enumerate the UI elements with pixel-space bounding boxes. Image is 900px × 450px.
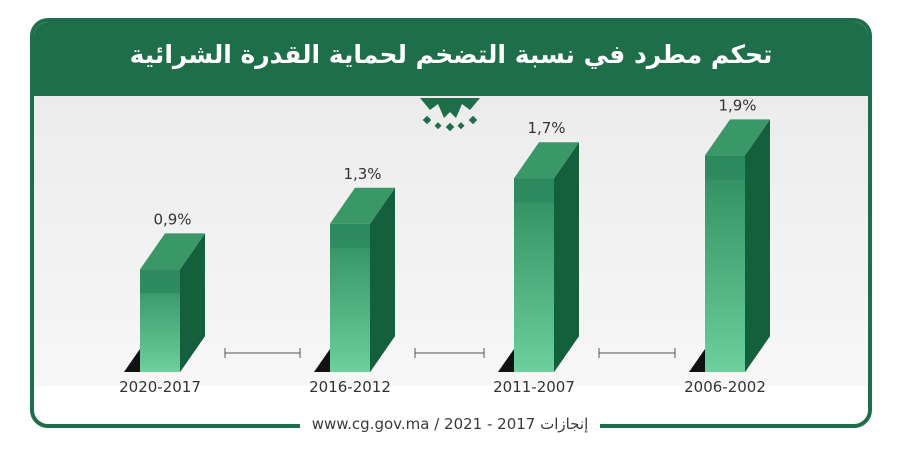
category-label: 2020-2017 [119,378,201,396]
bar-2006-2002 [689,119,770,373]
bar-front-band [705,155,745,180]
footer-text: www.cg.gov.ma / 2021 - 2017 إنجازات [299,415,601,433]
bar-front-band [514,178,554,203]
category-label: 2006-2002 [684,378,766,396]
bar-side [370,187,395,372]
value-label: 0,9% [153,210,191,228]
footer: www.cg.gov.ma / 2021 - 2017 إنجازات [0,414,900,433]
bar-2016-2012 [314,187,395,372]
category-label: 2016-2012 [309,378,391,396]
bar-side [180,233,205,372]
bar-top [330,187,395,224]
value-label: 1,9% [718,96,756,114]
bar-top [514,142,579,179]
ornament-icon [420,98,480,132]
bar-front [514,178,554,372]
bar-front [705,155,745,372]
chart-title: تحكم مطرد في نسبة التضخم لحماية القدرة ا… [129,40,773,69]
value-label: 1,7% [527,119,565,137]
category-label: 2011-2007 [493,378,575,396]
bars [124,119,770,373]
value-label: 1,3% [343,165,381,183]
value-labels: 0,9% 1,3% 1,7% 1,9% [153,96,756,228]
bar-front-band [140,269,180,294]
bar-2011-2007 [498,142,579,372]
category-labels: 2020-2017 2016-2012 2011-2007 2006-2002 [119,378,766,396]
bar-front [330,223,370,372]
bar-top [705,119,770,156]
bar-front-band [330,223,370,248]
connector-line [598,348,676,358]
bar-side [745,119,770,373]
connectors [224,348,676,358]
connector-line [414,348,485,358]
bar-top [140,233,205,270]
bar-side [554,142,579,372]
title-banner: تحكم مطرد في نسبة التضخم لحماية القدرة ا… [34,22,868,102]
bar-2020-2017 [124,233,205,372]
connector-line [224,348,301,358]
